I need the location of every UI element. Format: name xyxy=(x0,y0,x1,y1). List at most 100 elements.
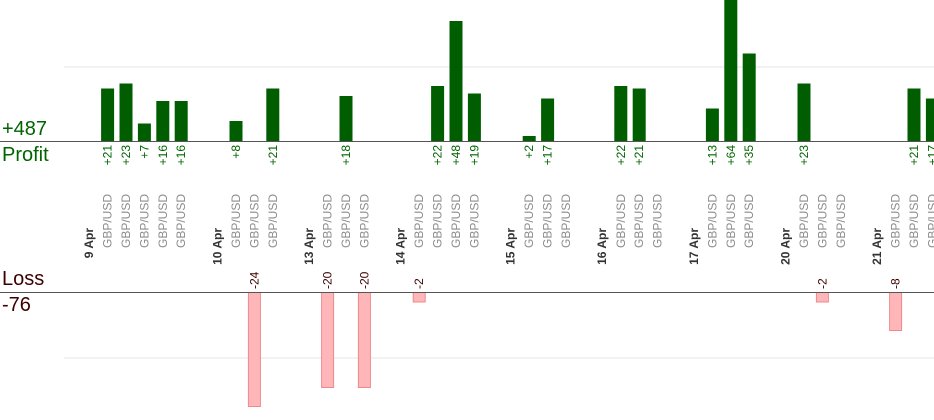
pair-label: GBP/USD xyxy=(742,194,756,248)
axes xyxy=(0,141,934,293)
pair-label: GBP/USD xyxy=(321,194,335,248)
pair-label: GBP/USD xyxy=(925,194,934,248)
profit-bar xyxy=(229,121,243,141)
profit-value-label: +13 xyxy=(705,145,719,166)
profit-value-label: +19 xyxy=(467,145,481,166)
profit-value-label: +23 xyxy=(797,145,811,166)
pair-label: GBP/USD xyxy=(815,194,829,248)
profit-bar xyxy=(339,96,353,141)
profit-bar xyxy=(705,108,719,141)
pair-label: GBP/USD xyxy=(651,194,665,248)
profit-bar xyxy=(797,83,811,141)
grid-lines xyxy=(64,66,934,359)
pair-label: GBP/USD xyxy=(101,194,115,248)
loss-value-label: -20 xyxy=(357,271,371,289)
profit-bar xyxy=(174,101,188,141)
date-label: 10 Apr xyxy=(210,228,224,265)
pair-label: GBP/USD xyxy=(797,194,811,248)
profit-value-label: +17 xyxy=(925,145,934,166)
date-label: 14 Apr xyxy=(394,228,408,265)
profit-value-label: +16 xyxy=(174,145,188,166)
profit-value-label: +22 xyxy=(431,145,445,166)
loss-total: -76 xyxy=(2,294,31,316)
labels: 9 Apr GBP/USD +21 GBP/USD +23 GBP/USD +7 GBP/US… xyxy=(82,145,934,289)
profit-value-label: +16 xyxy=(156,145,170,166)
pair-label: GBP/USD xyxy=(724,194,738,248)
loss-bar xyxy=(815,292,829,303)
pair-label: GBP/USD xyxy=(339,194,353,248)
loss-label: Loss xyxy=(2,268,45,290)
profit-total: +487 xyxy=(2,118,48,140)
date-label: 17 Apr xyxy=(687,228,701,265)
date-label: 9 Apr xyxy=(82,228,96,259)
profit-bar xyxy=(742,53,756,141)
pair-label: GBP/USD xyxy=(431,194,445,248)
profit-bar xyxy=(431,86,445,141)
loss-bar xyxy=(412,292,426,303)
pair-label: GBP/USD xyxy=(412,194,426,248)
profit-bar xyxy=(449,21,463,141)
profit-value-label: +18 xyxy=(339,145,353,166)
profit-value-label: +21 xyxy=(632,145,646,166)
bars xyxy=(101,0,934,407)
pair-label: GBP/USD xyxy=(137,194,151,248)
pair-label: GBP/USD xyxy=(907,194,921,248)
profit-bar xyxy=(101,88,115,141)
profit-value-label: +21 xyxy=(907,145,921,166)
profit-bar xyxy=(119,83,133,141)
profit-bar xyxy=(907,88,921,141)
pair-label: GBP/USD xyxy=(119,194,133,248)
loss-value-label: -2 xyxy=(412,278,426,289)
pair-label: GBP/USD xyxy=(541,194,555,248)
loss-value-label: -20 xyxy=(321,271,335,289)
profit-bar xyxy=(724,0,738,141)
profit-value-label: +48 xyxy=(449,145,463,166)
date-label: 21 Apr xyxy=(870,228,884,265)
profit-bar xyxy=(541,98,555,141)
loss-bar xyxy=(357,292,371,388)
pair-label: GBP/USD xyxy=(247,194,261,248)
pair-label: GBP/USD xyxy=(632,194,646,248)
profit-bar xyxy=(632,88,646,141)
profit-bar xyxy=(522,136,536,141)
loss-value-label: -2 xyxy=(815,278,829,289)
date-label: 16 Apr xyxy=(595,228,609,265)
profit-value-label: +35 xyxy=(742,145,756,166)
pair-label: GBP/USD xyxy=(834,194,848,248)
date-label: 20 Apr xyxy=(778,228,792,265)
pair-label: GBP/USD xyxy=(889,194,903,248)
profit-bar xyxy=(137,123,151,141)
pair-label: GBP/USD xyxy=(559,194,573,248)
profit-value-label: +7 xyxy=(137,145,151,159)
pair-label: GBP/USD xyxy=(156,194,170,248)
profit-value-label: +21 xyxy=(266,145,280,166)
loss-bar xyxy=(321,292,335,388)
profit-bar xyxy=(467,93,481,141)
pair-label: GBP/USD xyxy=(357,194,371,248)
profit-bar xyxy=(925,98,934,141)
loss-bar xyxy=(889,292,903,331)
profit-value-label: +2 xyxy=(522,145,536,159)
profit-bar xyxy=(614,86,628,141)
pair-label: GBP/USD xyxy=(467,194,481,248)
pair-label: GBP/USD xyxy=(449,194,463,248)
pair-label: GBP/USD xyxy=(174,194,188,248)
pair-label: GBP/USD xyxy=(266,194,280,248)
date-label: 15 Apr xyxy=(504,228,518,265)
profit-value-label: +64 xyxy=(724,145,738,166)
profit-label: Profit xyxy=(2,144,49,166)
pair-label: GBP/USD xyxy=(705,194,719,248)
pair-label: GBP/USD xyxy=(229,194,243,248)
loss-bar xyxy=(247,292,261,407)
profit-bar xyxy=(266,88,280,141)
date-label: 13 Apr xyxy=(302,228,316,265)
profit-value-label: +21 xyxy=(101,145,115,166)
pair-label: GBP/USD xyxy=(614,194,628,248)
pair-label: GBP/USD xyxy=(522,194,536,248)
profit-value-label: +23 xyxy=(119,145,133,166)
profit-bar xyxy=(156,101,170,141)
loss-value-label: -8 xyxy=(889,278,903,289)
loss-value-label: -24 xyxy=(247,271,261,289)
profit-value-label: +22 xyxy=(614,145,628,166)
